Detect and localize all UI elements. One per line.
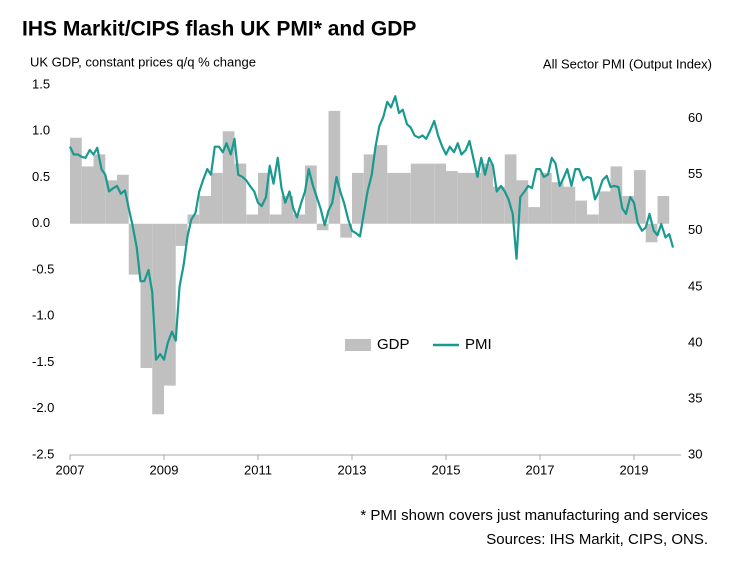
x-tick-label: 2013	[338, 462, 367, 477]
gdp-bar	[305, 165, 317, 224]
footnote: * PMI shown covers just manufacturing an…	[360, 507, 708, 524]
gdp-bar	[199, 196, 211, 224]
gdp-bar	[434, 163, 446, 224]
gdp-bar	[587, 214, 599, 224]
pmi-line	[69, 95, 675, 361]
y2-tick-label: 35	[688, 390, 702, 405]
gdp-bar	[598, 191, 611, 224]
gdp-bar	[363, 154, 376, 224]
gdp-bar	[410, 163, 423, 224]
gdp-bar	[293, 214, 305, 224]
gdp-bar	[246, 214, 258, 224]
gdp-bar	[316, 223, 329, 231]
gdp-bar	[222, 131, 235, 224]
legend-label: GDP	[377, 336, 410, 353]
gdp-bar	[187, 214, 200, 224]
y2-tick-label: 60	[688, 110, 702, 125]
gdp-bar	[634, 170, 646, 224]
gdp-bar	[504, 154, 517, 224]
gdp-bar	[387, 172, 399, 224]
y2-axis-label: All Sector PMI (Output Index)	[543, 56, 712, 71]
gdp-bar	[375, 145, 388, 224]
gdp-bar	[234, 163, 247, 224]
gdp-bar	[128, 223, 141, 275]
gdp-bar	[457, 172, 470, 224]
y-tick-label: -0.5	[32, 261, 54, 276]
gdp-bar	[70, 137, 82, 224]
gdp-bar	[152, 223, 164, 415]
legend-swatch	[345, 339, 371, 351]
y-tick-label: 0.0	[32, 215, 50, 230]
gdp-bar	[657, 196, 670, 224]
gdp-bar	[516, 180, 529, 224]
gdp-bar	[645, 223, 658, 243]
gdp-bar	[446, 171, 458, 224]
y2-tick-label: 45	[688, 278, 702, 293]
gdp-bar	[575, 200, 587, 224]
x-tick-label: 2017	[526, 462, 555, 477]
gdp-bar	[399, 172, 411, 224]
y2-tick-label: 55	[688, 166, 702, 181]
y2-tick-label: 30	[688, 446, 702, 461]
y-tick-label: -1.5	[32, 354, 54, 369]
y-tick-label: -2.0	[32, 400, 54, 415]
y2-tick-label: 40	[688, 334, 702, 349]
gdp-bar	[551, 182, 564, 224]
gdp-bar	[610, 166, 623, 224]
y-tick-label: -1.0	[32, 308, 54, 323]
x-tick-label: 2007	[56, 462, 85, 477]
x-tick-label: 2015	[432, 462, 461, 477]
y-tick-label: -2.5	[32, 446, 54, 461]
gdp-bar	[81, 166, 94, 224]
gdp-bar	[540, 172, 552, 224]
gdp-bar	[164, 223, 176, 386]
gdp-bar	[528, 207, 540, 224]
gdp-bar	[93, 154, 106, 224]
y-tick-label: 0.5	[32, 169, 50, 184]
gdp-bar	[140, 223, 153, 369]
x-tick-label: 2009	[150, 462, 179, 477]
gdp-bar	[258, 172, 270, 224]
y-axis-label: UK GDP, constant prices q/q % change	[30, 54, 256, 69]
gdp-bar	[269, 214, 282, 224]
gdp-bar	[105, 180, 117, 224]
x-tick-label: 2011	[244, 462, 272, 477]
gdp-bar	[175, 223, 188, 246]
gdp-bar	[117, 174, 129, 224]
y-tick-label: 1.0	[32, 123, 50, 138]
gdp-bar	[469, 172, 482, 224]
y-tick-label: 1.5	[32, 76, 50, 91]
gdp-bar	[328, 110, 341, 224]
chart-title: IHS Markit/CIPS flash UK PMI* and GDP	[22, 18, 416, 41]
gdp-bar	[563, 186, 576, 224]
gdp-bar	[481, 163, 493, 224]
gdp-bar	[493, 186, 505, 224]
gdp-bar	[340, 223, 352, 238]
legend-label: PMI	[465, 336, 492, 353]
source: Sources: IHS Markit, CIPS, ONS.	[486, 531, 708, 548]
gdp-bar	[211, 172, 223, 224]
x-tick-label: 2019	[620, 462, 649, 477]
gdp-bar	[281, 196, 294, 224]
gdp-bar	[352, 172, 364, 224]
y2-tick-label: 50	[688, 222, 702, 237]
gdp-bar	[422, 163, 435, 224]
